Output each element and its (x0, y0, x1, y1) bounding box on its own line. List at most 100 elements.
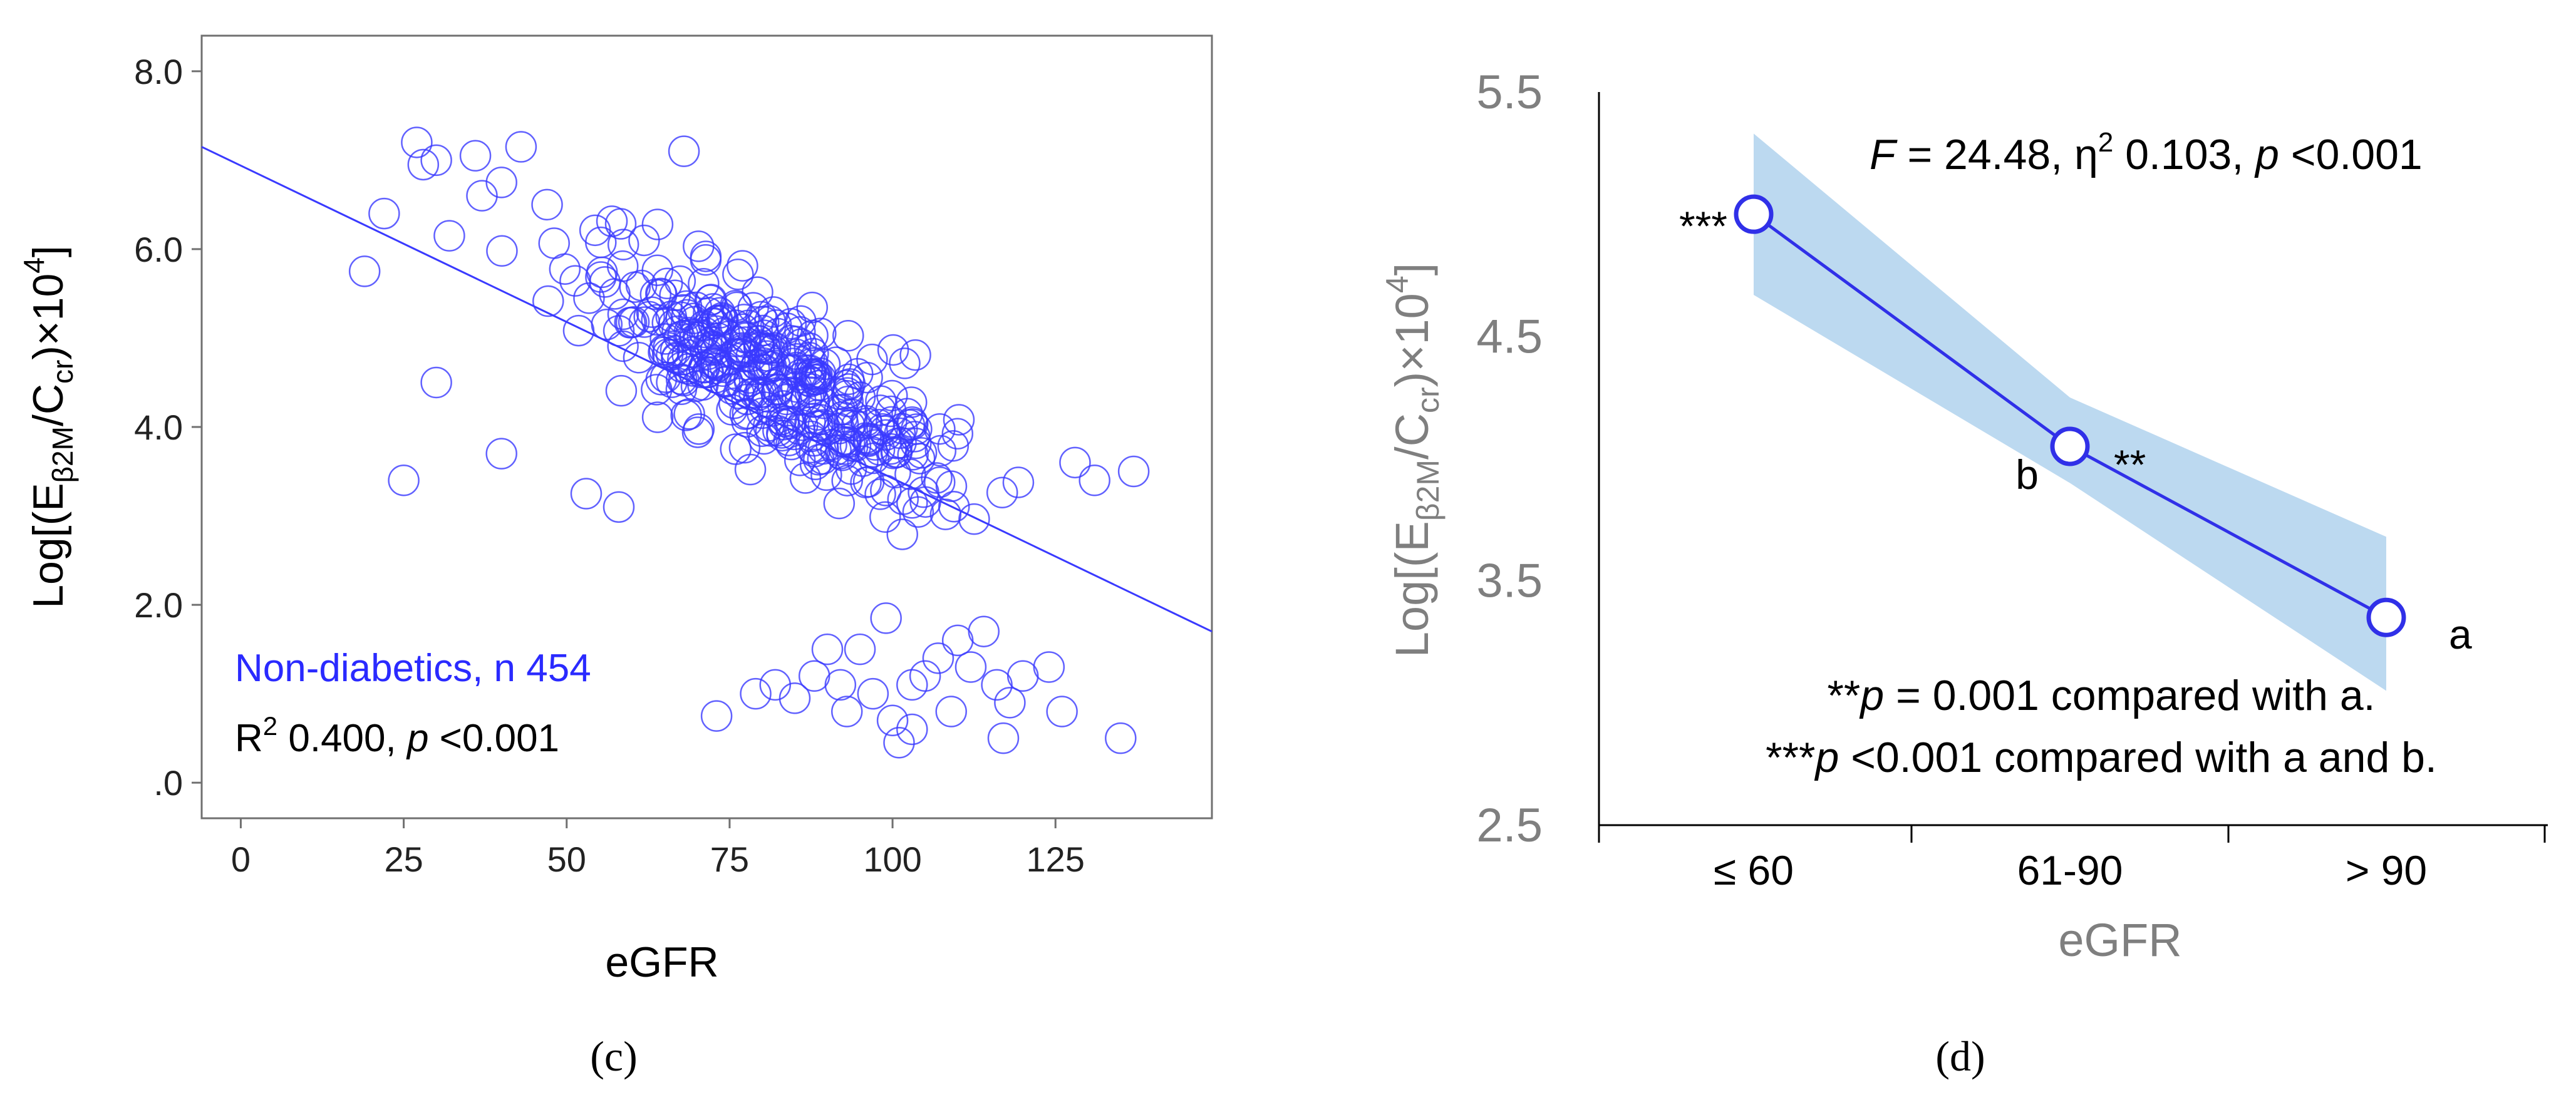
panel-d-point (2366, 597, 2406, 637)
scatter-point (718, 387, 750, 419)
scatter-point (857, 442, 890, 475)
panel-d-note-2: ***p <0.001 compared with a and b. (1766, 734, 2437, 781)
scatter-point (1033, 651, 1065, 683)
scatter-point (368, 197, 400, 230)
scatter-point (856, 343, 888, 376)
scatter-point (585, 261, 617, 293)
scatter-point (700, 700, 733, 732)
panel-c-x-label: eGFR (605, 938, 718, 986)
scatter-point (884, 417, 916, 450)
panel-c-x-tick-label: 75 (710, 840, 749, 879)
scatter-point (891, 398, 923, 429)
scatter-point (742, 276, 773, 308)
scatter-point (804, 362, 837, 394)
scatter-point (831, 465, 863, 496)
scatter-point (836, 430, 869, 462)
scatter-point (794, 354, 826, 386)
panel-d-ci-band (1754, 133, 2386, 691)
scatter-point (603, 491, 635, 523)
scatter-point (757, 334, 789, 366)
scatter-point (1105, 722, 1137, 754)
scatter-point (1117, 455, 1150, 488)
panel-d-note-1: **p = 0.001 compared with a. (1827, 672, 2375, 719)
scatter-point (485, 167, 517, 198)
scatter-point (727, 250, 758, 282)
scatter-point (780, 371, 813, 403)
panel-d-x-tick-label: 61-90 (2017, 847, 2123, 893)
scatter-point (796, 291, 829, 324)
scatter-point (651, 267, 683, 300)
scatter-point (902, 496, 934, 528)
scatter-point (1006, 660, 1039, 692)
scatter-point (486, 235, 518, 267)
panel-c-x-ticks: 0 25 50 75 100 125 (231, 818, 1085, 879)
scatter-point (607, 229, 639, 260)
scatter-point (695, 284, 727, 316)
scatter-point (711, 365, 743, 397)
scatter-point (420, 144, 452, 177)
scatter-point (865, 385, 897, 417)
scatter-point (745, 301, 777, 333)
scatter-point (603, 315, 635, 347)
scatter-point (678, 302, 710, 334)
panel-c-legend-text: Non-diabetics, n 454 (235, 647, 591, 690)
panel-d-x-tick-label: ≤ 60 (1714, 847, 1794, 893)
scatter-point (801, 359, 833, 391)
scatter-point (728, 304, 760, 336)
scatter-point (1079, 464, 1110, 496)
scatter-point (658, 309, 690, 341)
scatter-point (987, 722, 1020, 754)
scatter-point (784, 384, 817, 416)
scatter-point (857, 677, 889, 710)
caption-c: (c) (590, 1032, 637, 1080)
scatter-point (864, 478, 896, 510)
scatter-point (832, 363, 865, 396)
scatter-point (579, 214, 611, 247)
scatter-point (738, 377, 770, 409)
panel-d-y-tick-label: 4.5 (1476, 310, 1543, 363)
scatter-point (466, 180, 498, 212)
scatter-point (876, 406, 908, 438)
scatter-point (941, 418, 974, 450)
scatter-point (641, 304, 673, 336)
scatter-point (870, 602, 902, 634)
scatter-point (388, 464, 420, 496)
scatter-point (668, 135, 700, 167)
scatter-point (606, 250, 639, 282)
panel-d-y-tick-label: 3.5 (1476, 555, 1543, 608)
scatter-point (737, 292, 769, 324)
scatter-point (881, 428, 913, 460)
scatter-point (896, 713, 928, 746)
scatter-point (905, 437, 938, 469)
scatter-point (692, 338, 724, 371)
scatter-point (760, 309, 792, 341)
panel-d-f-stat: F = 24.48, η2 0.103, p <0.001 (1870, 127, 2423, 178)
scatter-point (823, 413, 856, 445)
panel-d-point (2050, 426, 2090, 466)
caption-d: (d) (1935, 1032, 1985, 1080)
scatter-point (681, 416, 714, 448)
scatter-point (683, 413, 715, 445)
scatter-point (831, 377, 864, 409)
panel-c-x-tick-label: 25 (384, 840, 423, 879)
panel-c-x-tick-label: 0 (231, 840, 251, 879)
scatter-point (641, 208, 674, 240)
scatter-point (943, 404, 975, 436)
scatter-point (935, 696, 967, 727)
scatter-point (549, 253, 581, 285)
panel-c-y-tick-label: .0 (153, 763, 183, 803)
scatter-point (777, 376, 809, 408)
scatter-point (532, 285, 564, 317)
scatter-point (688, 267, 720, 300)
scatter-point (607, 298, 639, 331)
scatter-point (722, 259, 754, 290)
scatter-point (929, 498, 962, 530)
scatter-point (824, 669, 857, 701)
panel-c-y-label: Log[(Eβ2M/Ccr)×104] (18, 245, 79, 609)
scatter-point (886, 518, 918, 550)
scatter-point (459, 140, 492, 172)
scatter-point (715, 373, 748, 405)
scatter-point (628, 224, 660, 257)
panel-c-y-ticks: .0 2.0 4.0 6.0 8.0 (134, 52, 202, 803)
